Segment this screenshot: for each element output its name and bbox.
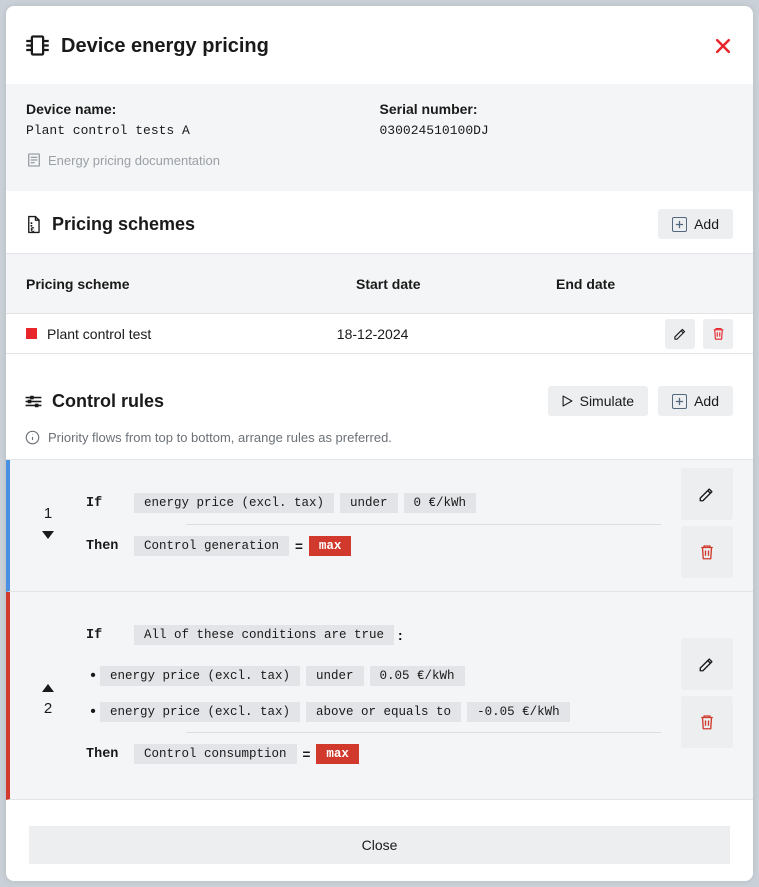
svg-text:€: € (31, 226, 35, 233)
